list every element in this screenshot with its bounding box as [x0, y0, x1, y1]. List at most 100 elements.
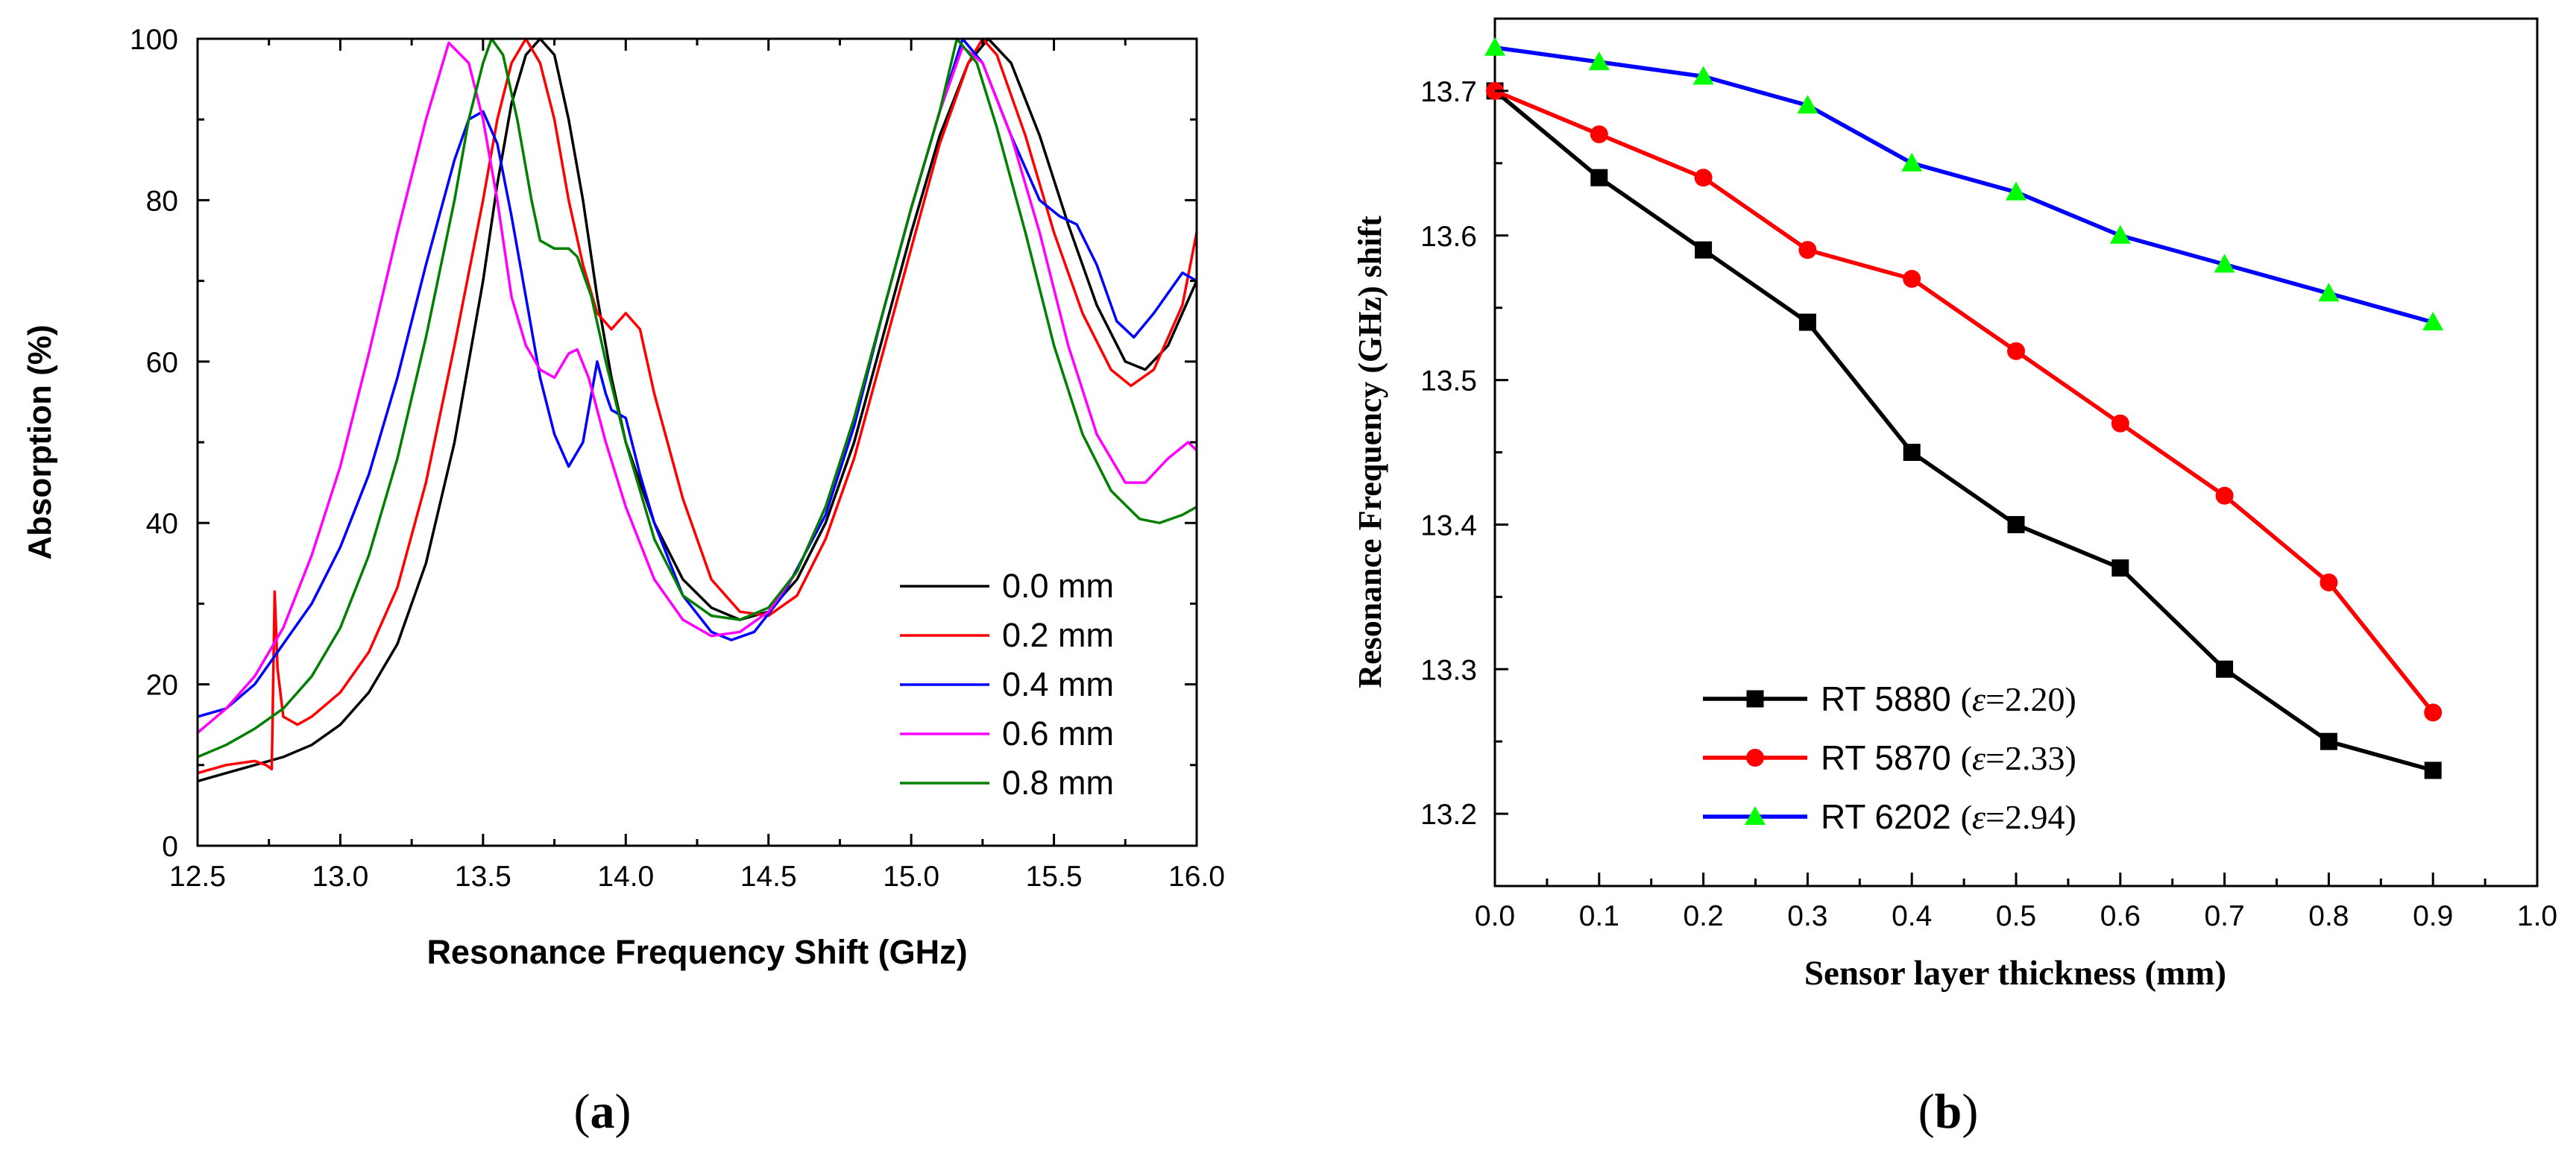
legend-eps-value: =2.33) [1985, 739, 2076, 777]
legend-paren-open: ( [1961, 798, 1972, 836]
panel-b-axis-ticks: 0.0 0.1 0.2 0.3 0.4 0.5 0.6 0.7 0.8 0.9 1.0 13.2 13.… [1420, 76, 2557, 932]
series-line-0-2-mm [197, 37, 1198, 775]
legend-name-rt-5870: RT 5870 [1821, 738, 1961, 777]
data-point-rt-5870 [1798, 241, 1817, 260]
data-point-rt-5870 [1590, 125, 1608, 144]
legend-eps-symbol: ε [1972, 798, 1986, 836]
panel-a-chart: 12.5 13.0 13.5 14.0 14.5 15.0 15.5 16.0 0 20 40 60 8… [22, 24, 1225, 1139]
legend-marker-rt-6202 [1745, 806, 1766, 825]
data-point-rt-5880 [2111, 559, 2129, 577]
x-tick-label: 0.2 [1683, 900, 1723, 932]
x-tick-label: 0.9 [2413, 900, 2453, 932]
data-point-rt-5880 [2007, 515, 2025, 533]
data-point-rt-5880 [1798, 313, 1816, 331]
series-line-rt-6202 [1494, 45, 2434, 324]
panel-a-x-axis-label: Resonance Frequency Shift (GHz) [426, 933, 967, 971]
panel-b-caption-letter: b [1935, 1084, 1962, 1139]
x-tick-label: 15.0 [883, 861, 939, 893]
panel-b-y-axis-label: Resonance Frequency (GHz) shift [1352, 216, 1388, 688]
legend-label-0-4-mm: 0.4 mm [1002, 665, 1114, 703]
data-point-rt-5880 [1695, 241, 1713, 259]
y-tick-label: 13.2 [1420, 799, 1477, 831]
x-tick-label: 0.8 [2308, 900, 2349, 932]
x-tick-label: 13.5 [455, 861, 511, 893]
data-point-rt-6202 [1797, 95, 1818, 114]
y-tick-label: 13.7 [1420, 76, 1477, 108]
series-line-rt-5880 [1493, 89, 2434, 773]
x-tick-label: 0.6 [2100, 900, 2141, 932]
legend-eps-value: =2.94) [1985, 798, 2076, 836]
panel-a-caption-letter: a [591, 1084, 615, 1139]
x-tick-label: 0.3 [1787, 900, 1827, 932]
legend-label-0-8-mm: 0.8 mm [1002, 764, 1114, 802]
data-point-rt-6202 [1692, 66, 1714, 85]
y-tick-label: 40 [146, 508, 178, 540]
legend-paren-open: ( [1961, 680, 1972, 718]
legend-eps-value: =2.20) [1985, 680, 2076, 718]
data-point-rt-6202 [2109, 224, 2131, 244]
data-point-rt-5870 [1694, 169, 1713, 187]
x-tick-label: 16.0 [1168, 861, 1225, 893]
x-tick-label: 15.5 [1026, 861, 1083, 893]
panel-a-legend: 0.0 mm 0.2 mm 0.4 mm 0.6 mm 0.8 mm [900, 567, 1114, 802]
x-tick-label: 0.0 [1475, 900, 1515, 932]
panel-a-y-axis-label: Absorption (%) [22, 324, 58, 559]
legend-eps-symbol: ε [1972, 680, 1986, 718]
data-point-rt-5880 [1903, 444, 1921, 461]
legend-label-0-2-mm: 0.2 mm [1002, 616, 1114, 654]
series-line-0-4-mm [197, 37, 1197, 718]
legend-label-0-0-mm: 0.0 mm [1002, 567, 1114, 605]
panel-b-legend: RT 5880 (ε=2.20)RT 5870 (ε=2.33)RT 6202 … [1703, 679, 2076, 836]
x-tick-label: 0.7 [2204, 900, 2244, 932]
y-tick-label: 13.5 [1420, 365, 1477, 398]
data-point-rt-6202 [2318, 283, 2340, 302]
panel-b-chart: 0.0 0.1 0.2 0.3 0.4 0.5 0.6 0.7 0.8 0.9 1.0 13.2 13.… [1352, 17, 2557, 1139]
legend-label-rt-5870: RT 5870 (ε=2.33) [1821, 738, 2076, 777]
data-point-rt-5880 [2216, 660, 2234, 678]
legend-marker-rt-5880 [1746, 690, 1764, 708]
legend-eps-symbol: ε [1972, 739, 1986, 777]
x-tick-label: 0.5 [1996, 900, 2036, 932]
x-tick-label: 14.0 [597, 861, 654, 893]
data-point-rt-5870 [2424, 703, 2443, 722]
x-tick-label: 13.0 [312, 861, 368, 893]
data-point-rt-5870 [2007, 342, 2025, 360]
data-point-rt-6202 [2214, 254, 2235, 273]
y-tick-label: 100 [130, 24, 178, 56]
legend-label-rt-5880: RT 5880 (ε=2.20) [1821, 679, 2076, 718]
panel-b-caption: (b) [1918, 1084, 1979, 1139]
legend-paren-open: ( [1961, 739, 1972, 777]
x-tick-label: 0.4 [1892, 900, 1932, 932]
data-point-rt-5870 [2320, 573, 2338, 591]
x-tick-label: 1.0 [2517, 900, 2557, 932]
legend-name-rt-5880: RT 5880 [1821, 679, 1961, 718]
y-tick-label: 20 [146, 670, 178, 702]
data-point-rt-5870 [2111, 414, 2129, 433]
legend-label-0-6-mm: 0.6 mm [1002, 714, 1114, 753]
panel-a-axis-ticks: 12.5 13.0 13.5 14.0 14.5 15.0 15.5 16.0 0 20 40 60 8… [130, 24, 1225, 893]
panel-b-series-group [1484, 37, 2444, 779]
series-line-0-8-mm [197, 37, 1197, 758]
series-line-rt-5870 [1493, 89, 2435, 714]
y-tick-label: 13.3 [1420, 654, 1477, 686]
panel-b-x-axis-label: Sensor layer thickness (mm) [1804, 954, 2226, 993]
series-rt-5880 [1486, 82, 2442, 779]
data-point-rt-6202 [1588, 51, 1610, 71]
series-rt-6202 [1484, 37, 2444, 331]
y-tick-label: 80 [146, 185, 178, 217]
data-point-rt-5880 [1590, 169, 1608, 186]
data-point-rt-6202 [1901, 152, 1923, 172]
data-point-rt-6202 [2422, 312, 2444, 331]
data-point-rt-6202 [1484, 37, 1505, 56]
x-tick-label: 12.5 [169, 861, 226, 893]
x-tick-label: 0.1 [1579, 900, 1619, 932]
data-point-rt-5880 [2424, 761, 2442, 779]
data-point-rt-5870 [1903, 269, 1921, 288]
series-line-0-0-mm [197, 37, 1198, 783]
panel-a-caption: (a) [574, 1084, 632, 1139]
legend-label-rt-6202: RT 6202 (ε=2.94) [1821, 797, 2076, 836]
y-tick-label: 13.4 [1420, 509, 1477, 541]
legend-marker-rt-5870 [1746, 749, 1764, 767]
series-line-0-6-mm [196, 41, 1198, 734]
